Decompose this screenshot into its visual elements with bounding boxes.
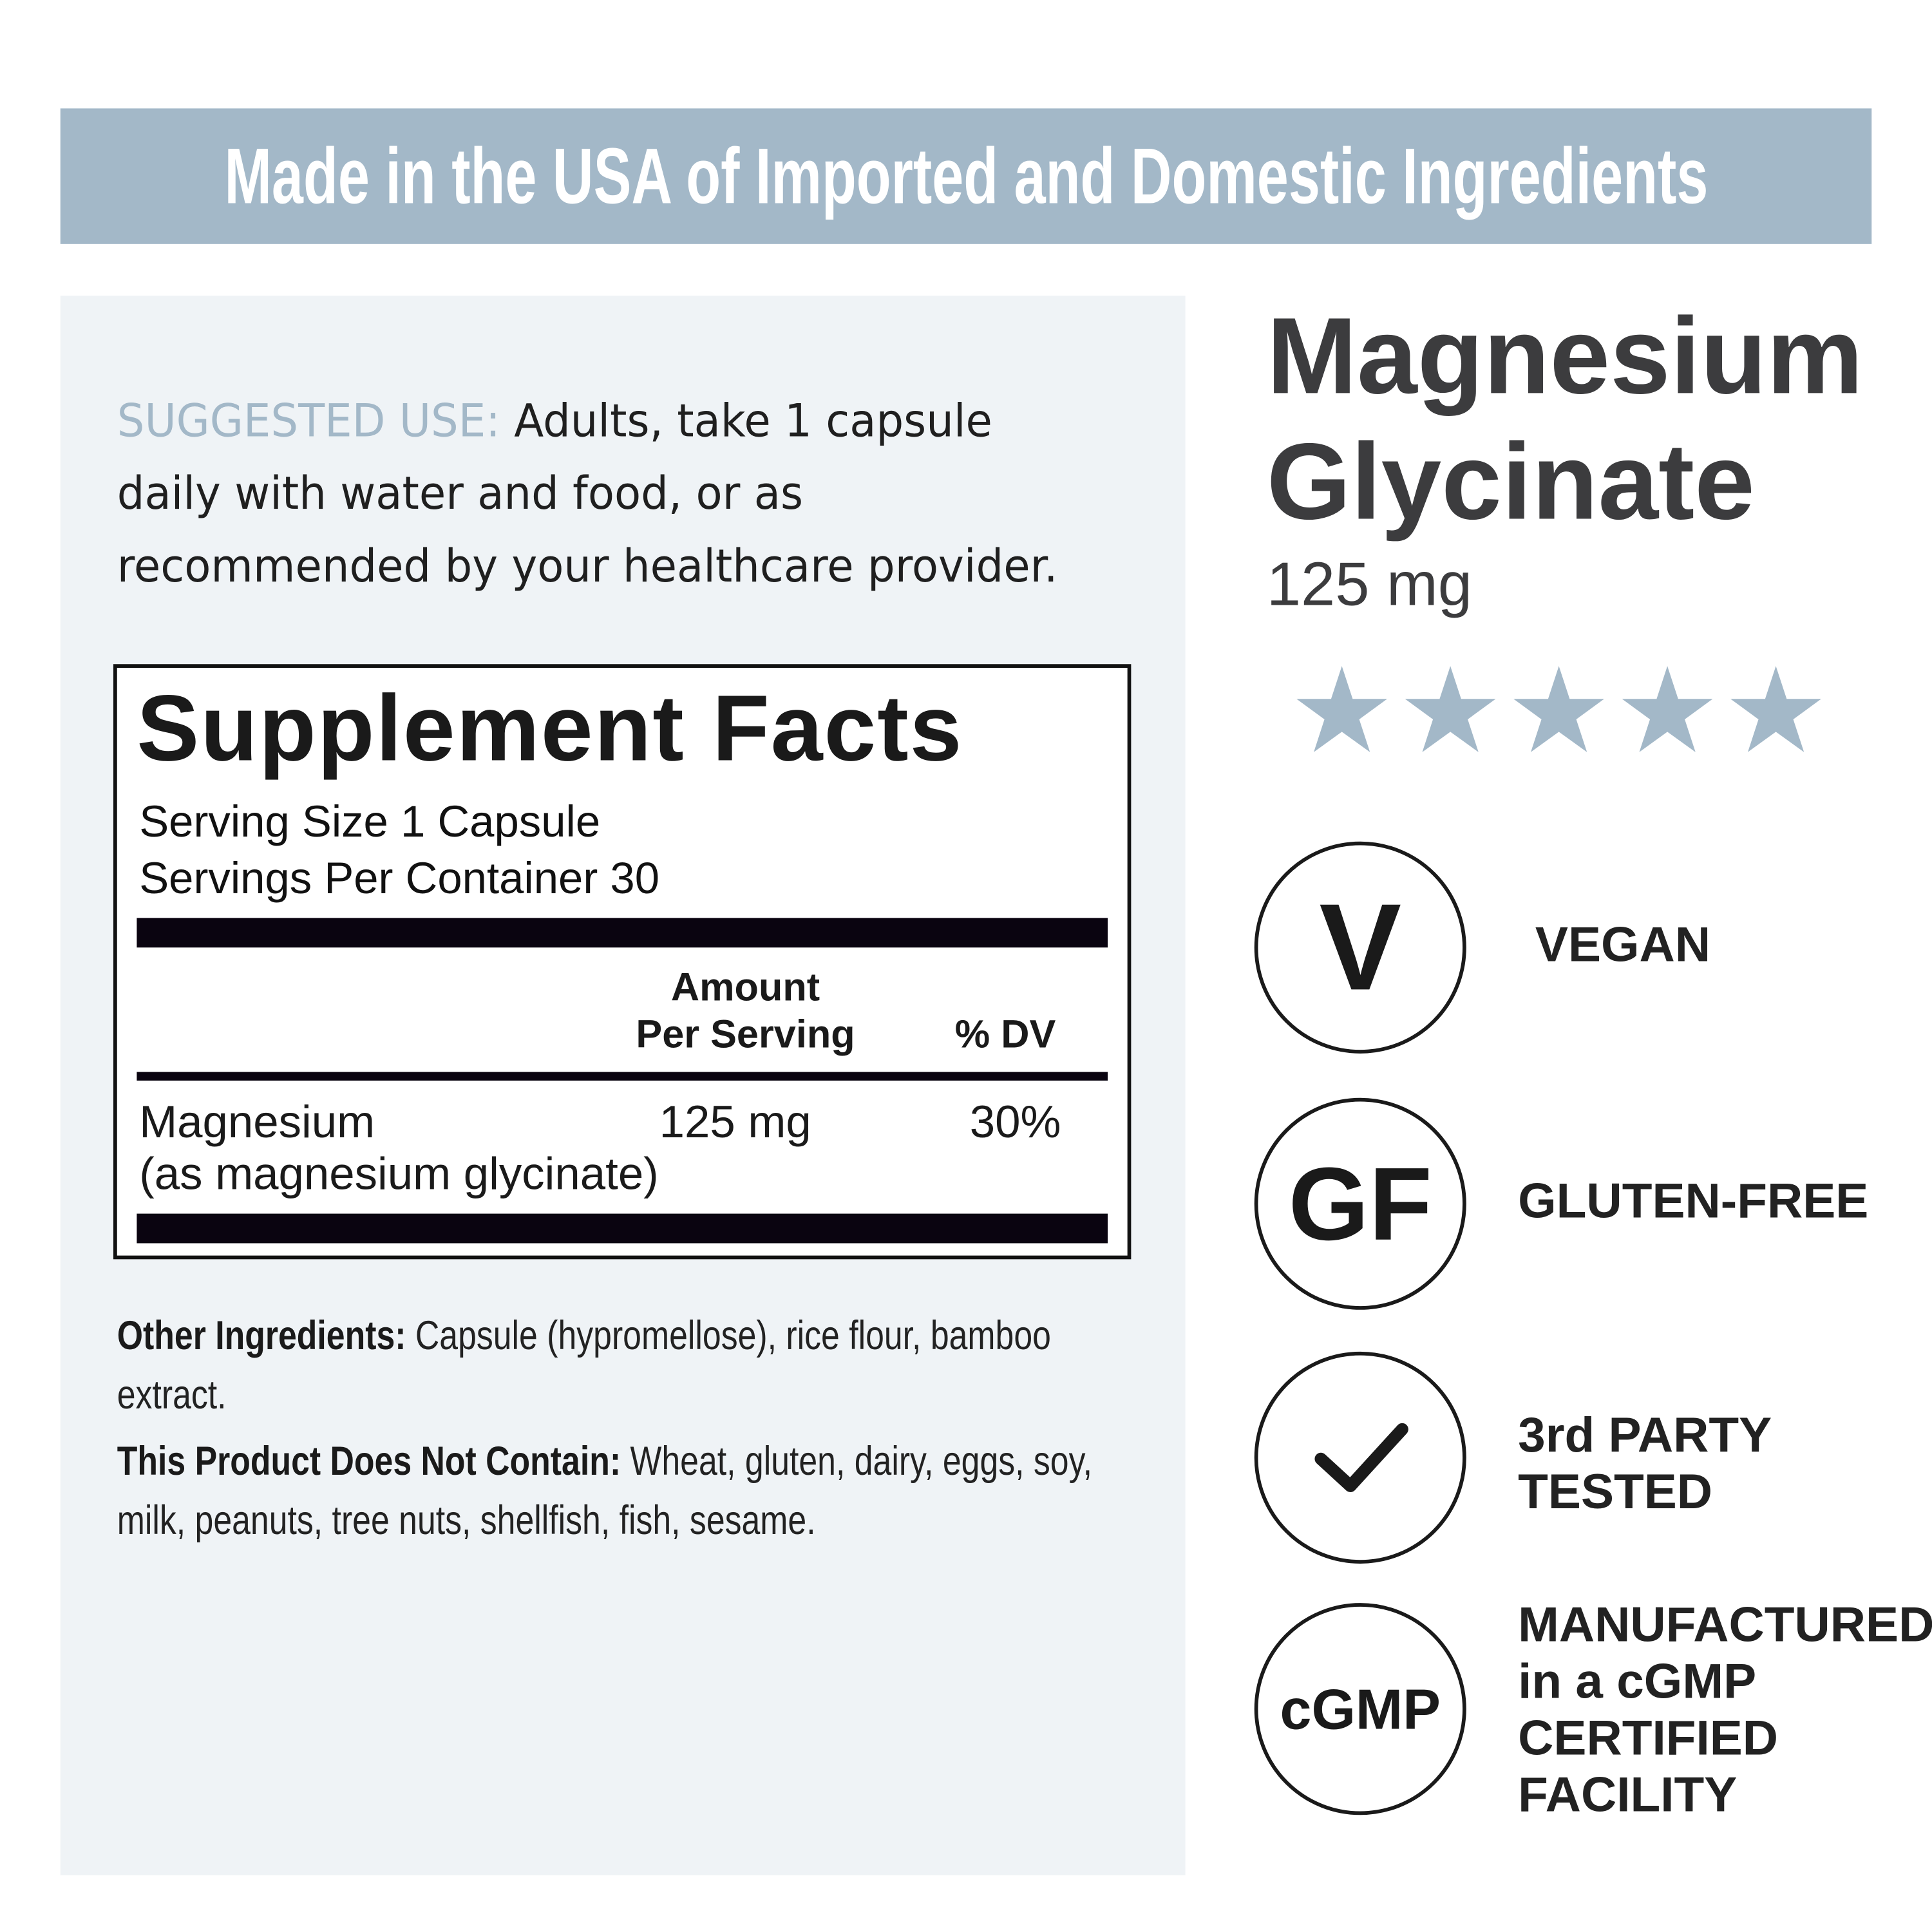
vegan-icon: V bbox=[1254, 841, 1466, 1054]
supplement-facts-table: Supplement Facts Serving Size 1 Capsule … bbox=[113, 664, 1132, 1260]
facts-title: Supplement Facts bbox=[137, 676, 963, 782]
gluten-free-icon-glyph: GF bbox=[1288, 1145, 1432, 1262]
banner-text: Made in the USA of Imported and Domestic… bbox=[224, 131, 1708, 221]
nutrient-name: Magnesium bbox=[139, 1096, 375, 1148]
product-name-line1: Magnesium bbox=[1266, 294, 1864, 417]
divider bbox=[137, 1072, 1108, 1081]
nutrient-amount: 125 mg bbox=[659, 1096, 811, 1148]
vegan-icon-glyph: V bbox=[1319, 878, 1402, 1016]
star-icon: ★ bbox=[1289, 645, 1395, 778]
badge-label-third-party: 3rd PARTY TESTED bbox=[1518, 1408, 1771, 1520]
product-dose: 125 mg bbox=[1266, 549, 1472, 619]
star-icon: ★ bbox=[1614, 645, 1721, 778]
other-ingredients: Capsule (hypromellose), rice flour, bamb… bbox=[117, 1312, 1051, 1417]
star-icon: ★ bbox=[1506, 645, 1612, 778]
other-ingredients-label: Other Ingredients: bbox=[117, 1312, 406, 1358]
product-name: Magnesium Glycinate bbox=[1267, 293, 1863, 544]
not-contain: Wheat, gluten, dairy, eggs, soy, milk, p… bbox=[117, 1437, 1093, 1543]
badge-label-gluten-free: GLUTEN-FREE bbox=[1518, 1174, 1869, 1229]
other-ingredients-section: Other Ingredients: Capsule (hypromellose… bbox=[117, 1306, 1148, 1557]
checkmark-icon bbox=[1254, 1351, 1466, 1564]
thick-divider bbox=[137, 918, 1108, 948]
servings-per-container: Servings Per Container 30 bbox=[139, 852, 660, 904]
thick-divider-bottom bbox=[137, 1213, 1108, 1244]
info-panel: SUGGESTED USE: Adults, take 1 capsule da… bbox=[60, 296, 1186, 1875]
dv-header: % DV bbox=[954, 1011, 1056, 1056]
star-rating: ★ ★ ★ ★ ★ bbox=[1289, 650, 1829, 773]
suggested-use-label: SUGGESTED USE: bbox=[117, 394, 500, 448]
star-icon: ★ bbox=[1397, 645, 1504, 778]
amount-header-line1: Amount bbox=[670, 965, 820, 1009]
checkmark-glyph bbox=[1314, 1423, 1408, 1492]
nutrient-dv: 30% bbox=[969, 1096, 1061, 1148]
star-icon: ★ bbox=[1723, 645, 1829, 778]
not-contain-label: This Product Does Not Contain: bbox=[117, 1437, 621, 1484]
amount-header-line2: Per Serving bbox=[636, 1011, 855, 1056]
cgmp-icon-glyph: cGMP bbox=[1280, 1676, 1441, 1741]
nutrient-source: (as magnesium glycinate) bbox=[139, 1148, 659, 1199]
product-name-line2: Glycinate bbox=[1266, 420, 1755, 542]
gluten-free-icon: GF bbox=[1254, 1097, 1466, 1310]
suggested-use: SUGGESTED USE: Adults, take 1 capsule da… bbox=[117, 384, 1101, 603]
cgmp-icon: cGMP bbox=[1254, 1603, 1466, 1815]
badge-label-cgmp: MANUFACTURED in a cGMP CERTIFIED FACILIT… bbox=[1518, 1598, 1932, 1823]
suggested-use-text: Adults, take 1 capsule daily with water … bbox=[117, 394, 1058, 593]
amount-header: Amount Per Serving bbox=[585, 963, 905, 1057]
badge-label-vegan: VEGAN bbox=[1535, 918, 1711, 972]
serving-size: Serving Size 1 Capsule bbox=[139, 795, 601, 847]
origin-banner: Made in the USA of Imported and Domestic… bbox=[60, 108, 1872, 244]
